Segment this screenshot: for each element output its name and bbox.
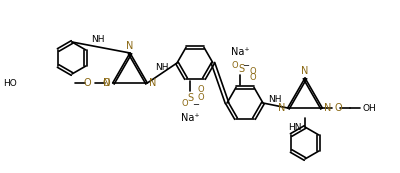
Text: HN: HN [288,124,302,133]
Text: S: S [238,64,244,74]
Text: N: N [324,103,332,113]
Text: N: N [301,66,309,76]
Text: NH: NH [268,94,282,103]
Text: N: N [103,78,111,88]
Text: −: − [242,61,249,71]
Text: O: O [198,84,205,93]
Text: HO: HO [3,79,17,88]
Text: OH: OH [362,103,376,112]
Text: O: O [181,98,188,107]
Text: O: O [83,78,91,88]
Text: O: O [249,74,256,83]
Text: NH: NH [156,63,169,72]
Text: O: O [102,78,110,88]
Text: Na⁺: Na⁺ [231,47,249,57]
Text: O: O [231,61,238,71]
Text: O: O [198,93,205,102]
Text: −: − [192,101,199,110]
Text: NH: NH [91,35,105,44]
Text: Na⁺: Na⁺ [181,113,199,123]
Text: S: S [187,93,193,103]
Text: O: O [249,66,256,75]
Text: N: N [149,78,157,88]
Text: N: N [278,103,286,113]
Text: N: N [126,41,134,51]
Text: O: O [334,103,342,113]
